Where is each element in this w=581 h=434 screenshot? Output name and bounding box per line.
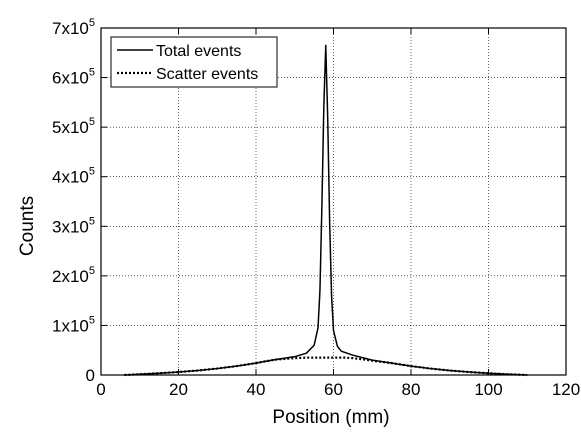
legend-label-scatter: Scatter events	[156, 66, 258, 83]
x-tick-label: 20	[169, 380, 188, 399]
y-tick-label: 7x105	[52, 17, 95, 38]
series-line-total-events	[124, 44, 528, 376]
legend-box	[110, 36, 278, 88]
y-tick-label: 1x105	[52, 314, 95, 335]
y-tick-exponent: 5	[89, 17, 95, 29]
legend: Total events Scatter events	[110, 36, 278, 88]
y-tick-label: 5x105	[52, 116, 95, 137]
x-tick-label: 0	[96, 380, 105, 399]
y-tick-label: 4x105	[52, 166, 95, 187]
y-tick-mantissa: 1x10	[52, 316, 89, 335]
y-tick-exponent: 5	[89, 265, 95, 277]
y-tick-exponent: 5	[89, 166, 95, 178]
x-tick-labels: 0 20 40 60 80 100 120	[96, 380, 580, 399]
y-tick-mantissa: 4x10	[52, 168, 89, 187]
y-tick-label: 0	[86, 366, 95, 385]
x-tick-label: 120	[552, 380, 580, 399]
y-tick-exponent: 5	[89, 67, 95, 79]
y-tick-exponent: 5	[89, 116, 95, 128]
y-tick-mantissa: 6x10	[52, 69, 89, 88]
x-tick-label: 100	[474, 380, 502, 399]
series-line-scatter-events	[124, 356, 528, 377]
y-tick-mantissa: 2x10	[52, 267, 89, 286]
series-layer	[124, 44, 528, 377]
x-tick-label: 60	[324, 380, 343, 399]
y-axis-title: Counts	[17, 196, 38, 256]
y-tick-exponent: 5	[89, 215, 95, 227]
y-tick-mantissa: 0	[86, 366, 95, 385]
y-tick-label: 6x105	[52, 67, 95, 88]
x-tick-label: 80	[402, 380, 421, 399]
y-tick-mantissa: 3x10	[52, 217, 89, 236]
ticks	[100, 27, 567, 376]
y-tick-label: 2x105	[52, 265, 95, 286]
y-tick-label: 3x105	[52, 215, 95, 236]
y-tick-mantissa: 5x10	[52, 118, 89, 137]
x-axis-title: Position (mm)	[272, 407, 389, 428]
y-tick-mantissa: 7x10	[52, 19, 89, 38]
legend-label-total: Total events	[156, 43, 241, 60]
x-tick-label: 40	[247, 380, 266, 399]
y-tick-exponent: 5	[89, 314, 95, 326]
